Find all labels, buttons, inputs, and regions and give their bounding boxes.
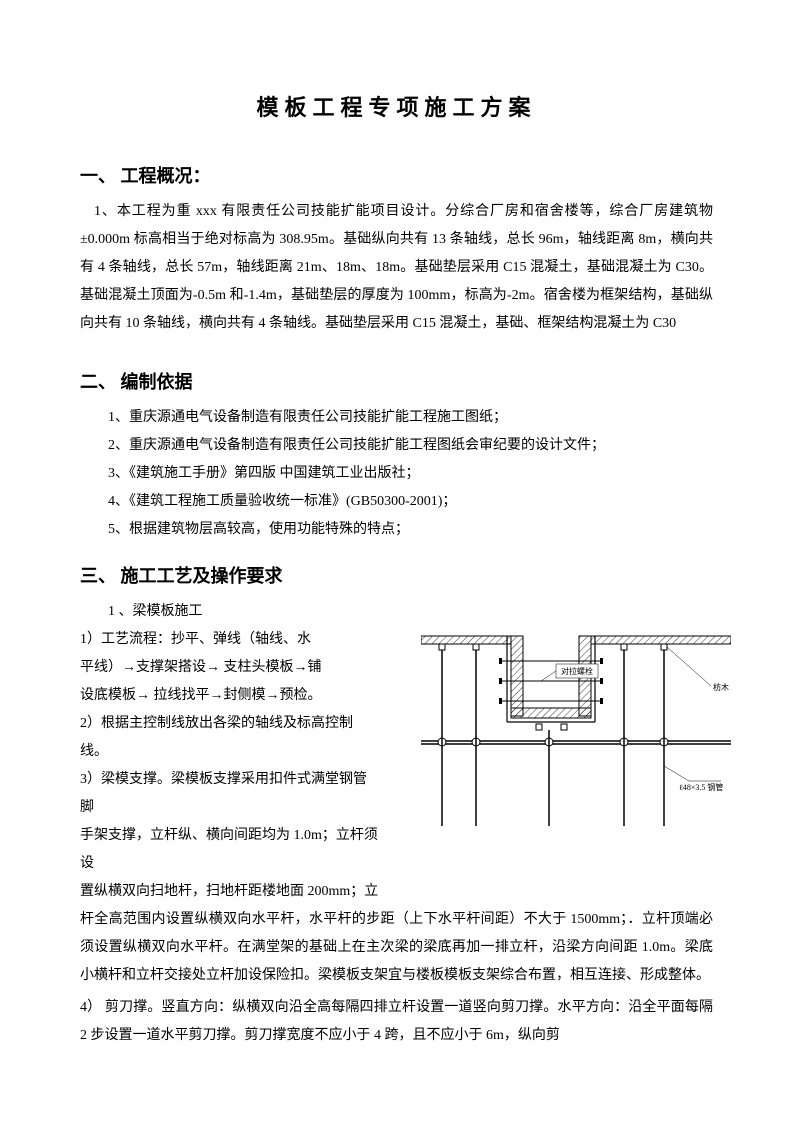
page-title: 模板工程专项施工方案 (80, 90, 713, 122)
section1-heading: 一、 工程概况： (80, 162, 713, 188)
section3-para4: 4） 剪刀撑。竖直方向：纵横双向沿全高每隔四排立杆设置一道竖向剪刀撑。水平方向：… (80, 994, 713, 1050)
section3-line5: 3）梁模支撑。梁模板支撑采用扣件式满堂钢管脚 (80, 766, 380, 822)
section2-item-1: 1、重庆源通电气设备制造有限责任公司技能扩能工程施工图纸； (80, 404, 713, 432)
diagram-label-bolt: 对拉螺栓 (561, 666, 593, 676)
beam-formwork-diagram: 对拉螺栓 枋木 (421, 626, 731, 826)
section3-para-full: 杆全高范围内设置纵横双向水平杆，水平杆的步距（上下水平杆间距）不大于 1500m… (80, 906, 713, 990)
section3-line2: 平线）→支撑架搭设→ 支柱头模板→铺 (80, 654, 380, 682)
section3-heading: 三、 施工工艺及操作要求 (80, 562, 713, 588)
section3-subtitle: 1 、梁模板施工 (80, 598, 713, 626)
section1-para: 1、本工程为重 xxx 有限责任公司技能扩能项目设计。分综合厂房和宿舍楼等，综合… (80, 198, 713, 338)
section3-content: 1 、梁模板施工 1）工艺流程：抄平、弹线（轴线、水 平线）→支撑架搭设→ 支柱… (80, 598, 713, 906)
section3-line6: 手架支撑，立杆纵、横向间距均为 1.0m；立杆须设 (80, 822, 380, 878)
section2-item-2: 2、重庆源通电气设备制造有限责任公司技能扩能工程图纸会审纪要的设计文件； (80, 432, 713, 460)
section3-line7: 置纵横双向扫地杆，扫地杆距楼地面 200mm；立 (80, 878, 380, 906)
diagram-label-pipe: ℓ48×3.5 钢管 (679, 782, 723, 792)
diagram-label-wood: 枋木 (713, 682, 729, 692)
section2-item-3: 3、《建筑施工手册》第四版 中国建筑工业出版社； (80, 460, 713, 488)
section2-item-4: 4、《建筑工程施工质量验收统一标准》(GB50300-2001)； (80, 488, 713, 516)
section3-line4: 2）根据主控制线放出各梁的轴线及标高控制线。 (80, 710, 380, 766)
section2-item-5: 5、根据建筑物层高较高，使用功能特殊的特点； (80, 516, 713, 544)
section3-line1: 1）工艺流程：抄平、弹线（轴线、水 (80, 626, 380, 654)
section3-line3: 设底模板→ 拉线找平→封侧模→预检。 (80, 682, 380, 710)
section2-heading: 二、 编制依据 (80, 368, 713, 394)
